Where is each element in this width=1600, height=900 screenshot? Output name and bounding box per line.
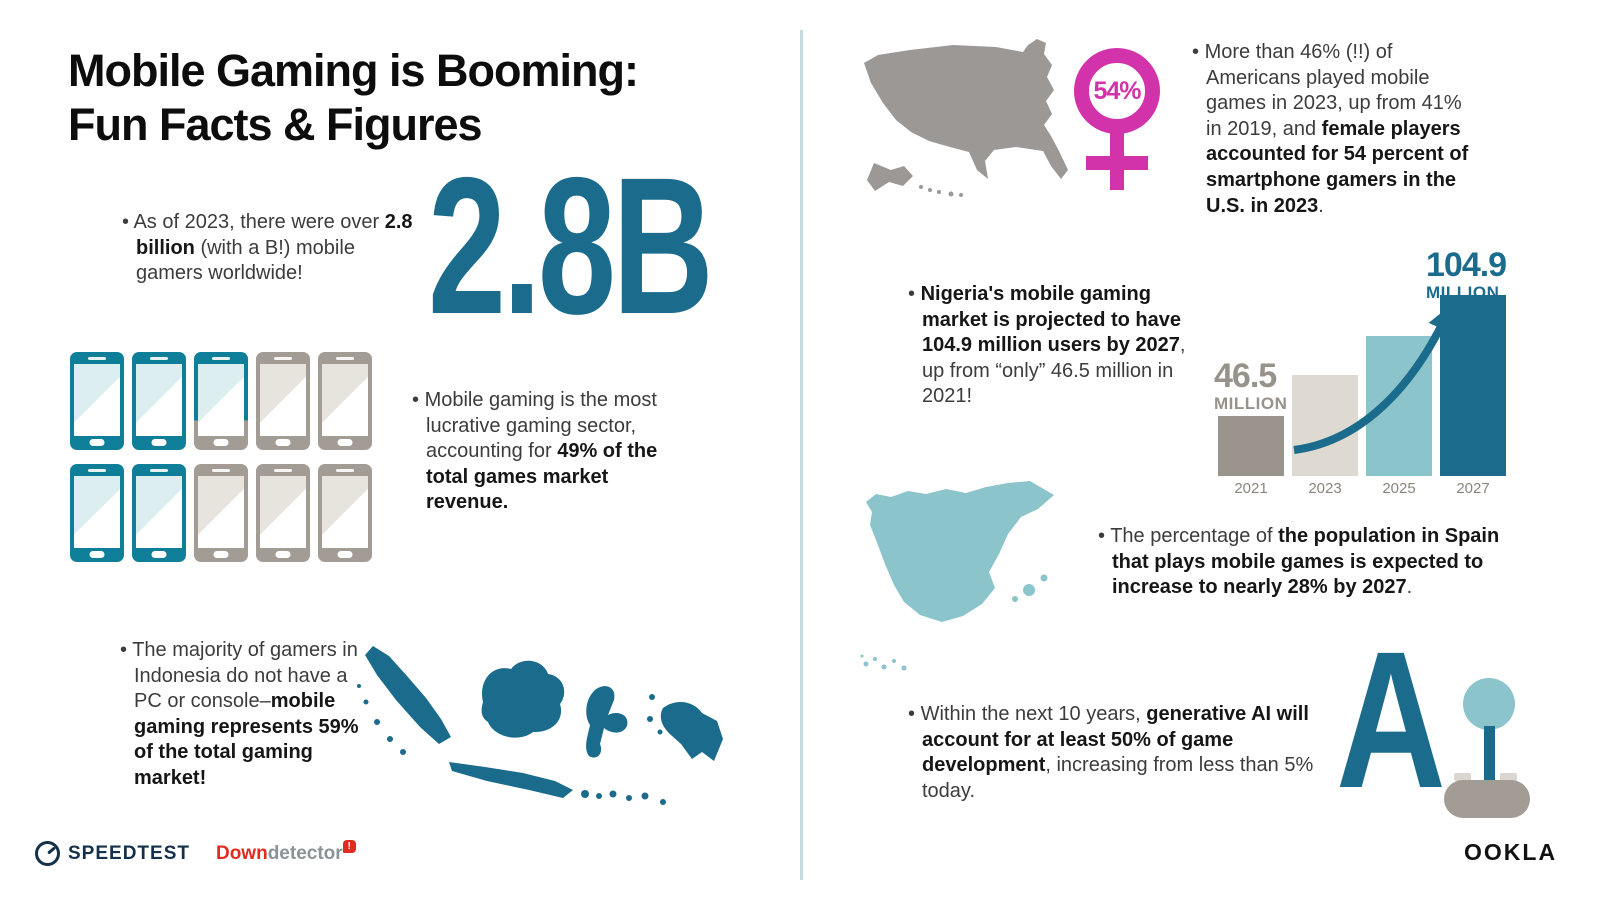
fact-spain-text: The percentage of: [1110, 525, 1279, 547]
bullet-marker: •: [1192, 41, 1200, 63]
speedtest-logo: SPEEDTEST: [35, 841, 190, 866]
joystick-button-icon: [1500, 773, 1517, 781]
fact-gamers-bold: 2.8 billion: [136, 211, 413, 259]
phone-icon: [70, 352, 124, 450]
phone-icon: [318, 464, 372, 562]
page-title-line1: Mobile Gaming is Booming:: [68, 45, 639, 96]
ai-artwork: A: [1336, 623, 1558, 820]
fact-indonesia-bold: mobile gaming represents 59% of the tota…: [134, 690, 359, 789]
bullet-marker: •: [908, 283, 916, 305]
fact-gamers: • As of 2023, there were over 2.8 billio…: [122, 210, 416, 287]
phone-icon: [318, 352, 372, 450]
fact-usa-text: More than 46% (!!) of Americans played m…: [1204, 41, 1462, 140]
bar-value-label-2021: 46.5 MILLION: [1214, 357, 1288, 413]
fact-gamers-post: (with a B!) mobile gamers worldwide!: [136, 236, 355, 285]
fact-indonesia-text: The majority of gamers in Indonesia do n…: [132, 639, 358, 713]
fact-usa-bold: female players accounted for 54 percent …: [1206, 117, 1469, 217]
joystick-base-icon: [1444, 780, 1530, 818]
indonesia-map: [333, 640, 725, 825]
fact-ai-bold: generative AI will account for at least …: [922, 703, 1309, 777]
phone-icon: [256, 464, 310, 562]
ookla-logo: OOKLA: [1464, 839, 1558, 865]
page-title-line2: Fun Facts & Figures: [68, 99, 483, 150]
fact-revenue-text: Mobile gaming is the most lucrative gami…: [424, 389, 657, 463]
fact-usa: • More than 46% (!!) of Americans played…: [1192, 41, 1469, 217]
female-symbol-ring: 54%: [1074, 48, 1160, 134]
bar-2025: 2025: [1366, 336, 1432, 497]
female-symbol-crossbar: [1086, 156, 1148, 170]
female-symbol-icon: 54%: [1072, 48, 1164, 193]
speedtest-gauge-icon: [35, 841, 60, 866]
downdetector-word-down: Down: [215, 842, 268, 864]
joystick-button-icon: [1454, 773, 1471, 781]
fact-gamers-text: As of 2023, there were over: [133, 211, 385, 233]
bar-year-label: 2021: [1234, 480, 1268, 497]
bar-year-label: 2023: [1308, 480, 1342, 497]
fact-nigeria-bold: Nigeria's mobile gaming market is projec…: [920, 283, 1181, 357]
big-stat-2-8b: 2.8B: [428, 137, 714, 355]
spain-map: [858, 468, 1088, 683]
center-divider: [800, 30, 803, 880]
bar-2021: 2021: [1218, 416, 1284, 497]
downdetector-logo: Downdetector!: [215, 839, 356, 865]
bar-year-label: 2027: [1456, 480, 1490, 497]
bullet-marker: •: [908, 703, 916, 725]
joystick-stick-icon: [1484, 726, 1495, 782]
nigeria-users-bar-chart: 2021 2023 2025 2027 46.5 MILLION 104.9 MILL…: [1214, 246, 1513, 498]
fact-ai: • Within the next 10 years, generative A…: [908, 703, 1314, 802]
phone-grid: [70, 352, 400, 562]
fact-nigeria-text: , up from “only” 46.5 million in 2021!: [922, 334, 1186, 408]
bar-2027: 2027: [1440, 295, 1506, 497]
fact-revenue: • Mobile gaming is the most lucrative ga…: [412, 388, 684, 516]
page-title: Mobile Gaming is Booming: Fun Facts & Fi…: [68, 44, 728, 152]
joystick-ball-icon: [1463, 678, 1515, 730]
fact-spain-bold: the population in Spain that plays mobil…: [1112, 525, 1500, 599]
downdetector-word-detector: detector: [267, 842, 343, 864]
fact-indonesia: • The majority of gamers in Indonesia do…: [120, 638, 376, 792]
speedtest-wordmark: SPEEDTEST: [68, 842, 190, 864]
bar-value-label-2027: 104.9 MILLION: [1426, 246, 1507, 302]
phone-icon: [194, 352, 248, 450]
footer-brand-logos: SPEEDTEST Downdetector!: [35, 839, 356, 866]
ai-letter-a: A: [1336, 611, 1446, 829]
fact-nigeria: • Nigeria's mobile gaming market is proj…: [908, 282, 1190, 410]
bullet-marker: •: [120, 639, 128, 661]
phone-icon: [256, 352, 310, 450]
phone-icon: [70, 464, 124, 562]
fact-revenue-bold: 49% of the total games market revenue.: [426, 440, 658, 514]
downdetector-badge-icon: !: [342, 839, 356, 853]
fact-ai-text: Within the next 10 years,: [920, 703, 1147, 725]
female-share-stat: 54%: [1093, 76, 1141, 105]
bar-2023: 2023: [1292, 375, 1358, 497]
bullet-marker: •: [1098, 525, 1106, 547]
bar-year-label: 2025: [1382, 480, 1416, 497]
phone-icon: [132, 464, 186, 562]
bullet-marker: •: [412, 389, 420, 411]
phone-icon: [194, 464, 248, 562]
bullet-marker: •: [122, 211, 130, 233]
usa-map: [858, 35, 1113, 205]
fact-spain: • The percentage of the population in Sp…: [1098, 525, 1500, 599]
phone-icon: [132, 352, 186, 450]
